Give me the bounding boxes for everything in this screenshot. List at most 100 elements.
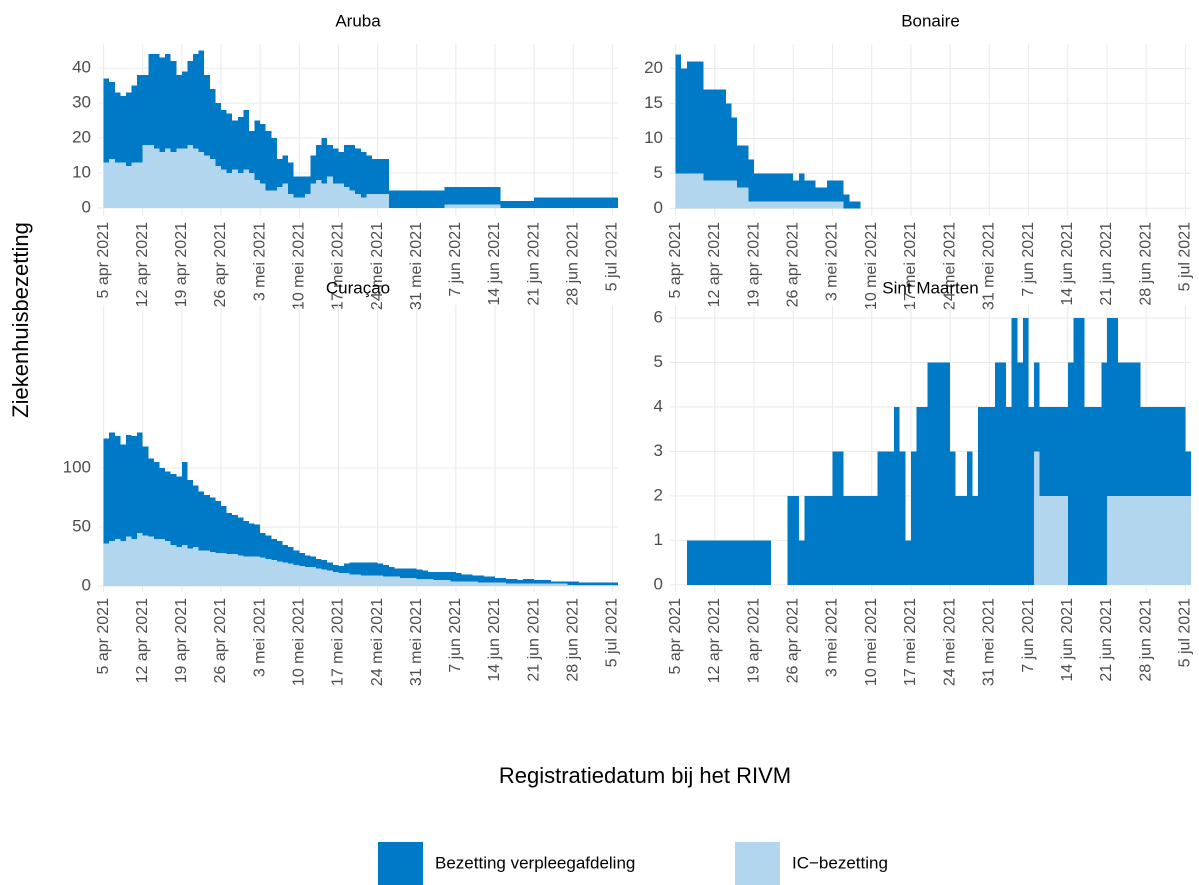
- bar-segment: [522, 583, 529, 587]
- bar-segment: [310, 567, 317, 587]
- bar-segment: [377, 193, 384, 208]
- bar-segment: [567, 584, 574, 587]
- x-tick-label: 5 jul 2021: [1177, 598, 1194, 667]
- legend-label: Bezetting verpleegafdeling: [435, 853, 635, 872]
- bar-segment: [472, 186, 479, 205]
- bar-segment: [703, 180, 710, 209]
- bar-segment: [254, 179, 261, 208]
- bar-segment: [944, 362, 951, 585]
- bar-segment: [539, 197, 546, 208]
- bar-segment: [483, 186, 490, 205]
- bar-segment: [731, 540, 738, 585]
- bar-segment: [522, 200, 529, 208]
- legend-swatch: [378, 842, 423, 885]
- bar-segment: [114, 436, 121, 539]
- bar-segment: [1062, 495, 1068, 585]
- bar-segment: [388, 576, 395, 587]
- bar-segment: [332, 183, 339, 208]
- bar-segment: [612, 584, 618, 587]
- bar-segment: [562, 197, 568, 208]
- bar-segment: [910, 451, 917, 585]
- y-tick-label: 0: [82, 197, 91, 216]
- bar-segment: [1034, 451, 1040, 585]
- bar-segment: [798, 201, 805, 209]
- bar-segment: [1106, 317, 1113, 496]
- bar-segment: [1118, 495, 1124, 585]
- bar-segment: [826, 180, 833, 202]
- bar-segment: [821, 201, 827, 209]
- bar-segment: [109, 159, 115, 208]
- bar-segment: [349, 574, 356, 587]
- bar-segment: [765, 540, 771, 585]
- bar-segment: [1129, 362, 1135, 496]
- bar-segment: [193, 547, 199, 587]
- x-tick-label: 17 mei 2021: [902, 598, 919, 686]
- bar-segment: [1034, 362, 1040, 452]
- bar-segment: [550, 583, 557, 587]
- bar-segment: [578, 582, 585, 585]
- bar-segment: [483, 582, 490, 587]
- bar-segment: [1078, 317, 1085, 585]
- bar-segment: [776, 201, 783, 209]
- bar-segment: [254, 120, 261, 180]
- bar-segment: [349, 562, 356, 575]
- bar-segment: [366, 575, 372, 587]
- bar-segment: [321, 569, 328, 587]
- bar-segment: [265, 535, 272, 559]
- bar-segment: [383, 564, 389, 577]
- x-tick-label: 19 apr 2021: [173, 598, 190, 684]
- y-tick-label: 20: [644, 58, 663, 77]
- bar-segment: [394, 568, 400, 577]
- bar-segment: [748, 159, 755, 202]
- bar-segment: [1011, 317, 1018, 585]
- bar-segment: [584, 582, 591, 585]
- bar-segment: [142, 75, 149, 146]
- bar-segment: [153, 148, 160, 208]
- bar-segment: [243, 556, 249, 587]
- bar-segment: [573, 584, 579, 587]
- bar-segment: [327, 570, 333, 587]
- panel: Aruba 0 10 20 30 40 5 apr 2021 12 apr 2021 19 ap…: [72, 11, 621, 310]
- bar-segment: [349, 190, 356, 208]
- bar-segment: [1134, 362, 1141, 496]
- bar-segment: [243, 169, 249, 208]
- bar-segment: [399, 577, 406, 587]
- bar-segment: [316, 558, 322, 569]
- bar-segment: [787, 495, 794, 585]
- bar-segment: [1157, 495, 1163, 585]
- bar-segment: [439, 580, 445, 587]
- bar-segment: [170, 152, 177, 208]
- bar-segment: [137, 532, 143, 587]
- bar-segment: [506, 579, 512, 584]
- bar-segment: [882, 451, 889, 585]
- bar-segment: [159, 538, 166, 587]
- bar-segment: [731, 180, 738, 209]
- y-tick-label: 100: [63, 457, 91, 476]
- bar-segment: [731, 117, 738, 181]
- bar-segment: [254, 556, 261, 587]
- bar-segment: [433, 571, 440, 581]
- bar-segment: [181, 148, 188, 208]
- bar-segment: [114, 162, 121, 208]
- x-tick-label: 31 mei 2021: [408, 222, 425, 310]
- bar-segment: [612, 197, 618, 208]
- bar-segment: [494, 582, 501, 587]
- bar-segment: [103, 543, 110, 587]
- bar-segment: [237, 117, 244, 173]
- bar-segment: [265, 190, 272, 208]
- bar-segment: [500, 200, 507, 208]
- bar-segment: [360, 562, 367, 576]
- bar-segment: [601, 582, 607, 585]
- bar-segment: [276, 541, 283, 562]
- x-tick-label: 31 mei 2021: [981, 598, 998, 686]
- bar-segment: [748, 540, 755, 585]
- bar-segment: [793, 201, 799, 209]
- bar-segment: [916, 406, 923, 585]
- bar-segment: [922, 406, 928, 585]
- bar-segment: [433, 580, 440, 587]
- x-tick-label: 24 mei 2021: [369, 222, 386, 310]
- x-tick-label: 28 jun 2021: [1137, 598, 1154, 682]
- bar-segment: [556, 581, 563, 584]
- bar-segment: [159, 152, 166, 208]
- bar-segment: [606, 584, 613, 587]
